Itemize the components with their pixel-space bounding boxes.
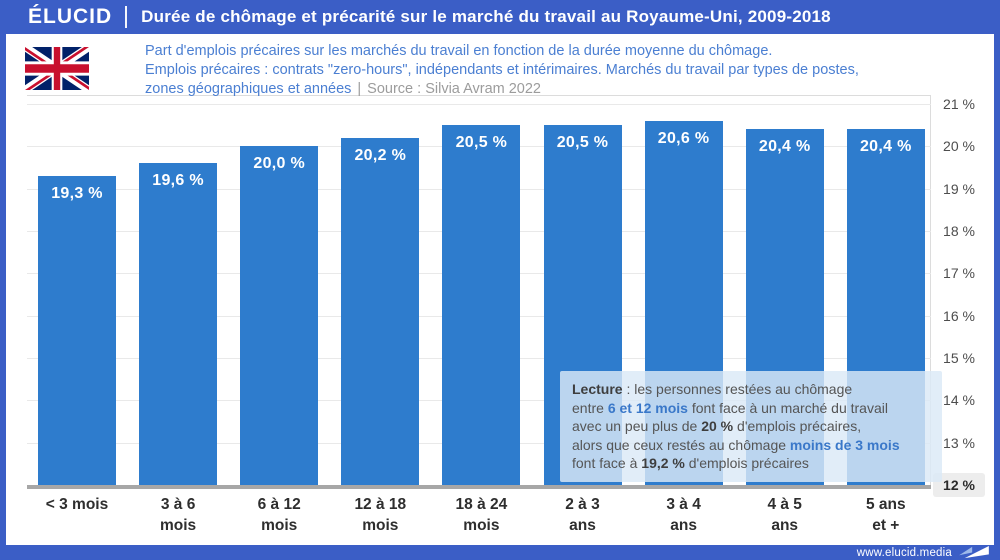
reading-note-text: Lecture (572, 381, 623, 397)
x-axis-label-line: 3 à 4 (666, 496, 701, 513)
subtitle-line-3-text: zones géographiques et années (145, 81, 352, 97)
x-axis-label-line: 12 à 18 (354, 496, 407, 513)
x-axis-label-line: ans (569, 517, 596, 534)
reading-note-text: alors que ceux restés au chômage (572, 436, 790, 453)
reading-note-text: 20 % (701, 418, 734, 435)
reading-note-line: alors que ceux restés au chômage moins d… (572, 436, 930, 455)
x-axis-label-line: 2 à 3 (565, 496, 600, 513)
gridline (27, 104, 931, 105)
bar-value-label: 20,5 % (455, 134, 508, 152)
uk-flag-icon (25, 47, 89, 90)
bar-value-label: 20,4 % (758, 138, 811, 156)
x-axis-label-line: mois (160, 517, 197, 534)
reading-note-text: d'emplois précaires (684, 455, 809, 472)
bar-value-label: 20,4 % (859, 138, 912, 156)
x-axis-label-line: mois (362, 517, 399, 534)
x-axis-label-line: 18 à 24 (455, 496, 508, 513)
subtitle-line-3: zones géographiques et années | Source : S… (145, 80, 859, 99)
header-divider (125, 6, 128, 28)
y-axis-label: 18 % (943, 223, 975, 239)
bar: 19,6 % (139, 163, 218, 485)
x-axis-label: 3 à 4 ans (633, 494, 735, 536)
bar-value-label: 20,2 % (354, 146, 407, 164)
x-axis-label: 2 à 3 ans (532, 494, 634, 536)
reading-note-text: font face à (572, 455, 642, 472)
y-axis-label: 17 % (943, 265, 975, 282)
bar: 20,0 % (240, 146, 319, 485)
y-axis-label: 16 % (943, 307, 975, 324)
y-axis-label: 13 % (943, 434, 975, 451)
reading-note-line: avec un peu plus de 20 % d'emplois préca… (572, 417, 930, 436)
x-axis-label: 6 à 12 mois (228, 494, 330, 536)
y-axis-label: 14 % (943, 392, 975, 409)
y-axis-label: 15 % (943, 350, 975, 366)
reading-note: Lecture : les personnes restées au chôma… (560, 371, 942, 482)
y-axis-label: 20 % (943, 138, 975, 155)
source-separator: | (357, 81, 362, 97)
elucid-arrow-icon (959, 546, 989, 559)
bar-value-label: 19,6 % (152, 172, 204, 190)
x-axis-label: 5 ans et + (835, 494, 937, 536)
reading-note-text: 19,2 % (641, 455, 685, 472)
x-axis-label-line: mois (261, 517, 298, 534)
reading-note-highlight: 6 et 12 mois (607, 399, 688, 416)
bar-value-label: 20,6 % (657, 129, 710, 147)
bar: 20,5 % (442, 125, 521, 485)
x-axis-label-line: 5 ans (865, 496, 906, 513)
x-axis-label-line: 6 à 12 (257, 496, 301, 513)
chart-subtitle: Part d'emplois précaires sur les marchés… (145, 42, 859, 99)
bar-value-label: 20,0 % (253, 155, 305, 173)
reading-note-text: d'emplois précaires, (733, 418, 862, 435)
subtitle-line-1: Part d'emplois précaires sur les marchés… (145, 43, 773, 59)
reading-note-text: avec un peu plus de (572, 418, 702, 435)
x-axis-label: 4 à 5 ans (734, 494, 836, 536)
x-axis-baseline (27, 485, 931, 489)
plot-area (27, 95, 931, 485)
right-border (994, 0, 1000, 560)
y-axis-label: 21 % (943, 96, 975, 112)
x-axis-label-line: mois (463, 517, 500, 534)
subtitle-line-2: Emplois précaires : contrats "zero-hours… (145, 62, 859, 78)
x-axis-label: 12 à 18 mois (329, 494, 431, 536)
bar-value-label: 19,3 % (51, 184, 103, 202)
reading-note-line: Lecture : les personnes restées au chôma… (572, 380, 930, 399)
reading-note-text: : les personnes restées au chômage (622, 381, 853, 397)
website-url: www.elucid.media (856, 546, 952, 559)
brand-logo: ÉLUCID (28, 5, 113, 28)
x-axis-label-line: < 3 mois (45, 496, 109, 513)
x-axis-label-line: ans (670, 517, 697, 534)
y-axis-label: 19 % (943, 180, 975, 197)
header-bar: ÉLUCID Durée de chômage et précarité sur… (0, 0, 1000, 34)
x-axis-label: < 3 mois (26, 494, 128, 515)
reading-note-line: font face à 19,2 % d'emplois précaires (572, 454, 930, 473)
reading-note-line: entre 6 et 12 mois font face à un marché… (572, 399, 930, 418)
page-title: Durée de chômage et précarité sur le mar… (141, 7, 831, 26)
bar-value-label: 20,5 % (556, 134, 609, 152)
footer-bar: www.elucid.media (0, 545, 1000, 560)
bar: 19,3 % (38, 175, 116, 485)
bar: 20,2 % (341, 137, 420, 485)
left-border (0, 0, 6, 560)
x-axis-label-line: ans (771, 517, 799, 534)
x-axis-label: 3 à 6 mois (127, 494, 229, 536)
x-axis-label-line: et + (872, 517, 900, 534)
reading-note-text: font face à un marché du travail (687, 399, 888, 416)
x-axis-label: 18 à 24 mois (430, 494, 532, 536)
reading-note-highlight: moins de 3 mois (789, 436, 900, 453)
source-credit: Source : Silvia Avram 2022 (367, 81, 541, 97)
x-axis-label-line: 4 à 5 (767, 496, 802, 513)
reading-note-text: entre (572, 399, 608, 416)
x-axis-label-line: 3 à 6 (160, 496, 196, 513)
